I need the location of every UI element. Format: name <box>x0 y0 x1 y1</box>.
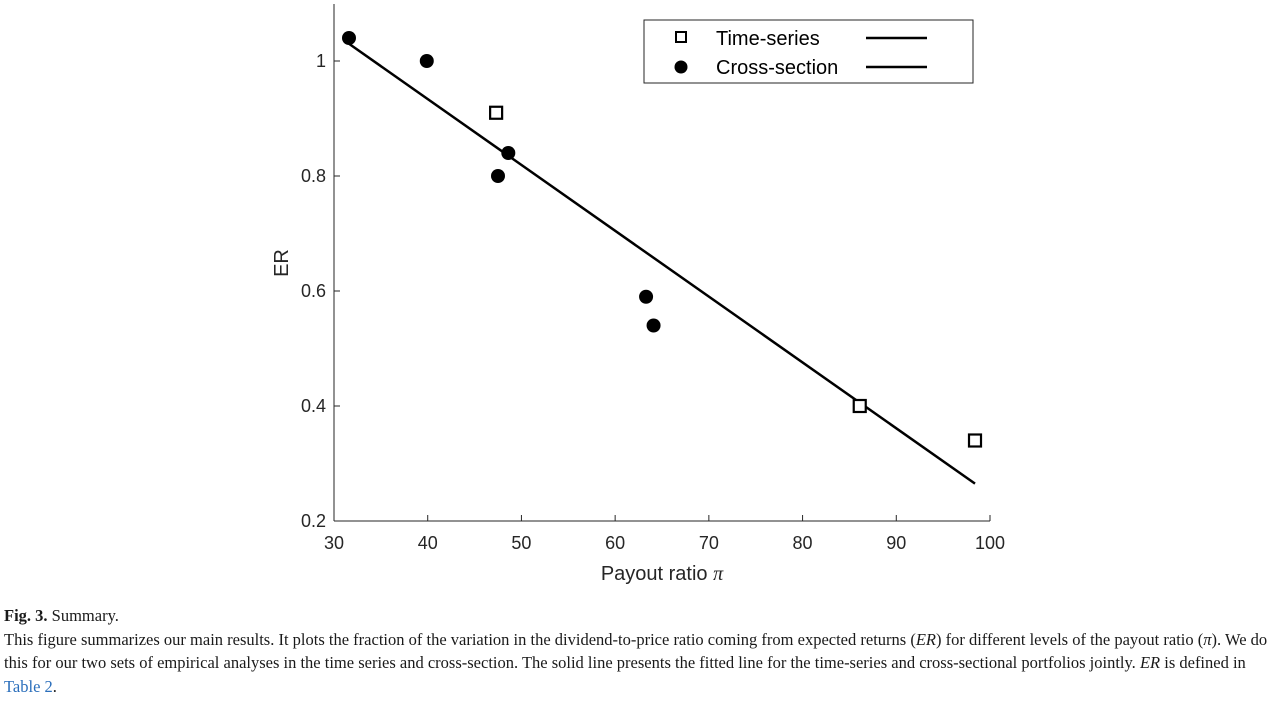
x-axis-label: Payout ratio π <box>601 563 724 585</box>
legend-square-marker <box>675 31 687 43</box>
y-tick-label: 1 <box>316 51 326 71</box>
y-axis-label: ER <box>271 249 293 277</box>
caption-text-4: is defined in <box>1160 653 1246 672</box>
figure-label: Fig. 3. <box>4 606 48 625</box>
caption-body: This figure summarizes our main results.… <box>4 628 1276 699</box>
x-tick-label: 50 <box>511 533 531 553</box>
cross-section-point <box>501 146 516 160</box>
legend-label-time-series: Time-series <box>716 28 820 50</box>
figure-title: Summary. <box>51 606 119 625</box>
y-ticks: 0.2 0.4 0.6 0.8 1 <box>301 51 340 531</box>
y-tick-label: 0.4 <box>301 396 326 416</box>
cross-section-point <box>419 54 434 68</box>
scatter-chart: 30 40 50 60 70 80 90 100 0.2 0.4 0.6 0.8 1 ER Payou… <box>271 4 1005 585</box>
x-tick-label: 40 <box>418 533 438 553</box>
cross-section-point <box>639 289 654 304</box>
legend-box <box>643 19 974 84</box>
x-tick-label: 90 <box>886 533 906 553</box>
fit-line <box>348 42 976 485</box>
x-axis-label-text: Payout ratio <box>601 563 708 585</box>
data-points <box>341 31 983 448</box>
x-tick-label: 30 <box>324 533 344 553</box>
x-axis-label-symbol: π <box>713 563 724 585</box>
y-tick-label: 0.6 <box>301 281 326 301</box>
x-ticks: 30 40 50 60 70 80 90 100 <box>324 515 1005 553</box>
legend-label-cross-section: Cross-section <box>716 57 838 79</box>
cross-section-point <box>646 318 661 333</box>
y-tick-label: 0.8 <box>301 166 326 186</box>
caption-er-1: ER <box>915 629 936 649</box>
caption-text-5: . <box>52 676 57 696</box>
figure-caption: Fig. 3. Summary. This figure summarizes … <box>4 604 1276 698</box>
time-series-point <box>852 398 867 414</box>
fit-line-group <box>348 42 976 485</box>
caption-text-2: ) for different levels of the payout rat… <box>935 629 1204 649</box>
legend: Time-series Cross-section <box>643 19 974 84</box>
caption-er-2: ER <box>1139 653 1161 672</box>
x-tick-label: 80 <box>793 533 813 553</box>
time-series-point <box>967 433 983 448</box>
caption-pi: π <box>1203 629 1212 649</box>
caption-text-1: This figure summarizes our main results.… <box>4 629 916 649</box>
time-series-point <box>489 105 504 120</box>
legend-circle-marker <box>674 60 688 74</box>
cross-section-point <box>341 31 356 45</box>
caption-text-3: ). We do this for our two sets of empiri… <box>4 629 1268 673</box>
axes <box>333 4 990 522</box>
table-2-link[interactable]: Table 2 <box>4 676 53 696</box>
cross-section-point <box>491 169 505 183</box>
y-tick-label: 0.2 <box>301 511 326 531</box>
x-tick-label: 100 <box>975 533 1005 553</box>
x-tick-label: 70 <box>699 533 719 553</box>
x-tick-label: 60 <box>605 533 625 553</box>
